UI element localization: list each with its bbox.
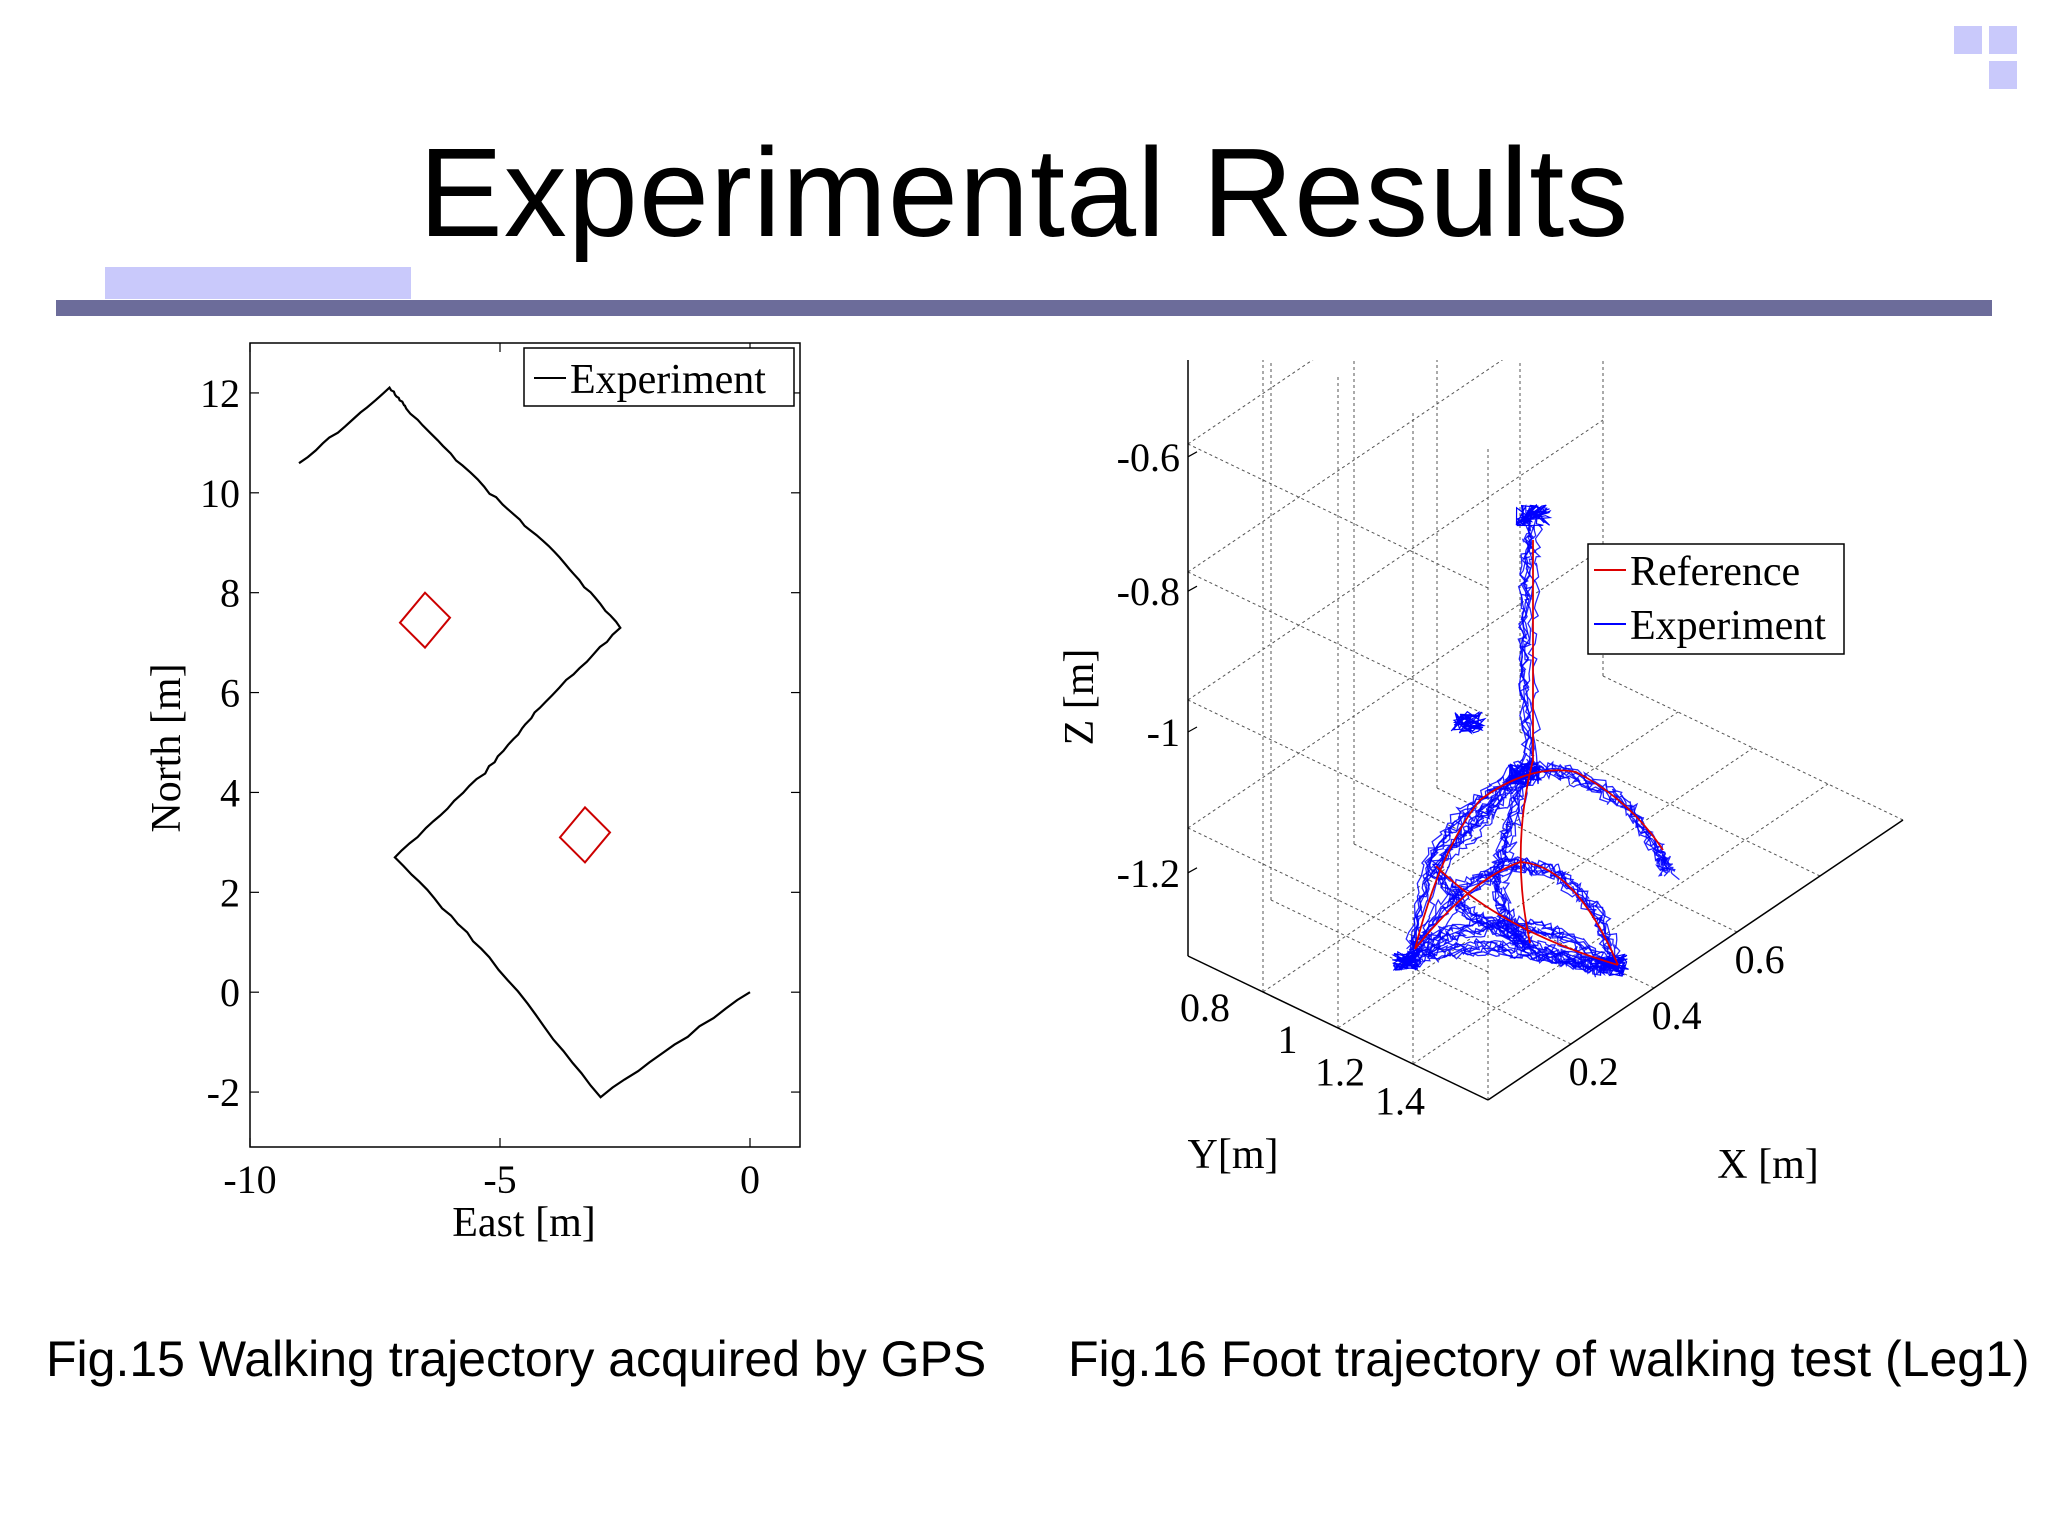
fig16-grid-line	[1187, 699, 1489, 845]
fig15-y-tick-label: 4	[220, 770, 240, 815]
fig15-plot-area	[298, 385, 751, 1099]
fig16-ticks: -0.6 -0.8 -1 -1.2 1.41.2 1 0.8 0.2 0.4 0.6	[1117, 435, 1785, 1124]
fig16-experiment-line	[1519, 518, 1533, 764]
fig16-y-tick-label: 1.4	[1375, 1078, 1425, 1123]
fig16-legend: Reference Experiment	[1587, 543, 1845, 655]
fig15-legend-box	[523, 347, 795, 407]
fig16-x-tick-label: 0.6	[1735, 937, 1785, 982]
fig16-grid-line	[1187, 547, 1604, 829]
fig16-grid-line	[1187, 419, 1604, 701]
fig16-plot-area	[1391, 503, 1680, 978]
fig16-y-tick-label: 1.2	[1315, 1050, 1365, 1095]
title-rule	[56, 300, 1992, 316]
corner-square	[1954, 26, 1982, 54]
fig16-grid-line	[1519, 731, 1821, 877]
fig16-legend-box	[1587, 543, 1845, 655]
fig16-z-tick	[1187, 451, 1198, 458]
fig16-z-tick	[1187, 585, 1198, 592]
fig16-grid-line	[1187, 443, 1489, 589]
fig16-grid-line	[1270, 899, 1572, 1045]
fig16-experiment-line	[1405, 759, 1667, 945]
fig16-z-tick-label: -0.6	[1117, 435, 1180, 480]
fig16-experiment-line	[1490, 761, 1532, 945]
fig16-experiment-line	[1412, 858, 1614, 965]
fig15-plot-frame	[249, 342, 801, 1148]
fig16-experiment-line	[1411, 949, 1610, 976]
fig16-y-axis-label: Y[m]	[1188, 1132, 1279, 1178]
fig15-y-tick-label: 8	[220, 571, 240, 616]
fig16-legend-label-reference: Reference	[1630, 549, 1800, 595]
fig16-experiment-line	[1494, 761, 1529, 946]
fig16-grid-line	[1337, 747, 1754, 1029]
fig16-x-tick-label: 0.4	[1652, 993, 1702, 1038]
fig15-y-tick-label: 2	[220, 870, 240, 915]
fig15-red-marker	[558, 805, 612, 864]
fig16-experiment-line	[1420, 769, 1680, 954]
fig15-chart: -2 0 2 4 6 8 10 12 -10 -5 0 East [m] North [m] Exp…	[144, 342, 801, 1246]
fig16-grid-line	[1602, 675, 1904, 821]
fig15-y-tick-label: -2	[207, 1070, 240, 1115]
fig15-x-tick-label: -5	[483, 1157, 516, 1202]
fig16-experiment-line	[1519, 514, 1537, 757]
fig15-y-tick-label: 6	[220, 671, 240, 716]
fig15-axes: -2 0 2 4 6 8 10 12 -10 -5 0	[200, 342, 801, 1202]
fig16-experiment-cluster	[1515, 503, 1553, 527]
fig16-z-axis-label: Z [m]	[1057, 649, 1103, 746]
fig16-legend-label-experiment: Experiment	[1630, 603, 1826, 649]
fig16-y-tick-label: 0.8	[1180, 985, 1230, 1030]
fig15-legend-label: Experiment	[570, 357, 766, 403]
fig16-y-axis-line	[1187, 955, 1489, 1101]
fig16-experiment-line	[1398, 944, 1601, 976]
fig15-y-tick-label: 12	[200, 371, 240, 416]
fig16-z-tick-label: -1.2	[1117, 851, 1180, 896]
fig16-grid-line	[1187, 360, 1504, 573]
fig16-experiment-cluster	[1507, 763, 1543, 787]
fig16-z-tick	[1187, 867, 1198, 874]
fig15-y-axis-label: North [m]	[144, 663, 190, 832]
fig15-red-marker	[398, 591, 452, 650]
fig16-experiment-line	[1410, 860, 1618, 969]
fig16-experiment-line	[1411, 853, 1614, 960]
fig16-experiment-line	[1517, 511, 1533, 762]
fig15-y-tick-label: 10	[200, 471, 240, 516]
corner-square	[1989, 61, 2017, 89]
fig16-x-tick-label: 0.2	[1569, 1049, 1619, 1094]
fig16-x-axis-label: X [m]	[1717, 1142, 1818, 1188]
fig16-z-tick-label: -1	[1147, 710, 1180, 755]
corner-square	[1989, 26, 2017, 54]
fig16-experiment-line	[1432, 763, 1529, 873]
fig16-reference-line	[1435, 865, 1619, 966]
fig16-experiment-cluster	[1450, 710, 1487, 735]
fig16-chart: -0.6-0.8-1-1.21.41.210.80.20.40.6 Z [m] …	[1057, 360, 1904, 1188]
fig16-x-axis-line	[1487, 819, 1904, 1101]
fig16-y-tick-label: 1	[1278, 1017, 1298, 1062]
fig16-experiment-line	[1444, 767, 1539, 877]
fig15-legend: Experiment	[523, 347, 795, 407]
fig16-z-tick-label: -0.8	[1117, 569, 1180, 614]
slide-title: Experimental Results	[418, 122, 1630, 263]
fig15-caption: Fig.15 Walking trajectory acquired by GP…	[46, 1331, 987, 1387]
fig16-grid-line	[1187, 360, 1314, 445]
fig16-caption: Fig.16 Foot trajectory of walking test (…	[1068, 1331, 2030, 1387]
fig16-experiment-cluster	[1391, 948, 1422, 971]
fig16-experiment-line	[1501, 767, 1542, 951]
fig15-y-tick-label: 0	[220, 970, 240, 1015]
fig16-experiment-line	[1423, 923, 1618, 973]
fig16-experiment-line	[1406, 919, 1610, 966]
fig15-x-tick-label: -10	[223, 1157, 276, 1202]
fig16-experiment-line	[1406, 914, 1612, 959]
fig15-x-axis-label: East [m]	[452, 1200, 595, 1246]
fig16-grid	[1187, 360, 1904, 1101]
fig15-x-tick-label: 0	[740, 1157, 760, 1202]
fig16-reference-line	[1519, 759, 1534, 944]
fig16-z-tick	[1187, 726, 1198, 733]
fig15-trajectory-line	[298, 385, 751, 1099]
title-accent-tab	[105, 267, 411, 299]
fig16-grid-line	[1187, 571, 1489, 717]
